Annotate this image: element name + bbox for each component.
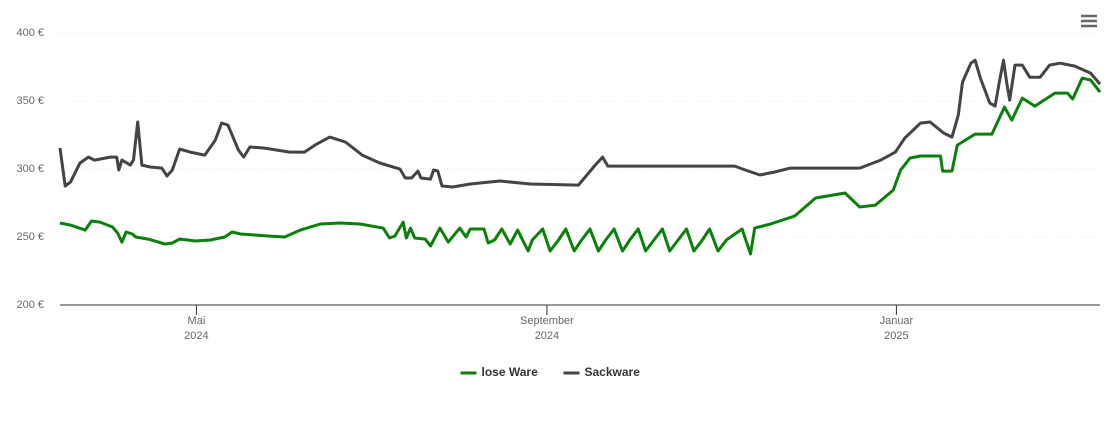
legend: lose Ware Sackware <box>460 365 641 379</box>
x-tick-year: 2024 <box>184 330 208 342</box>
legend-item: Sackware <box>563 365 641 379</box>
y-tick-label: 300 € <box>16 163 44 175</box>
x-tick-year: 2024 <box>535 330 559 342</box>
y-tick-label: 350 € <box>16 95 44 107</box>
menu-button[interactable] <box>1077 10 1101 32</box>
x-tick-label: Mai <box>188 315 206 327</box>
x-tick-label: Januar <box>880 315 914 327</box>
legend-item: lose Ware <box>460 365 539 379</box>
x-tick-year: 2025 <box>884 330 908 342</box>
series-line <box>59 76 1102 256</box>
y-tick-label: 200 € <box>16 299 44 311</box>
x-tick-label: September <box>520 315 574 327</box>
y-tick-label: 400 € <box>16 27 44 39</box>
series-line <box>58 58 1102 189</box>
legend-label: lose Ware <box>482 365 539 379</box>
y-tick-label: 250 € <box>16 231 44 243</box>
legend-label: Sackware <box>585 365 641 379</box>
